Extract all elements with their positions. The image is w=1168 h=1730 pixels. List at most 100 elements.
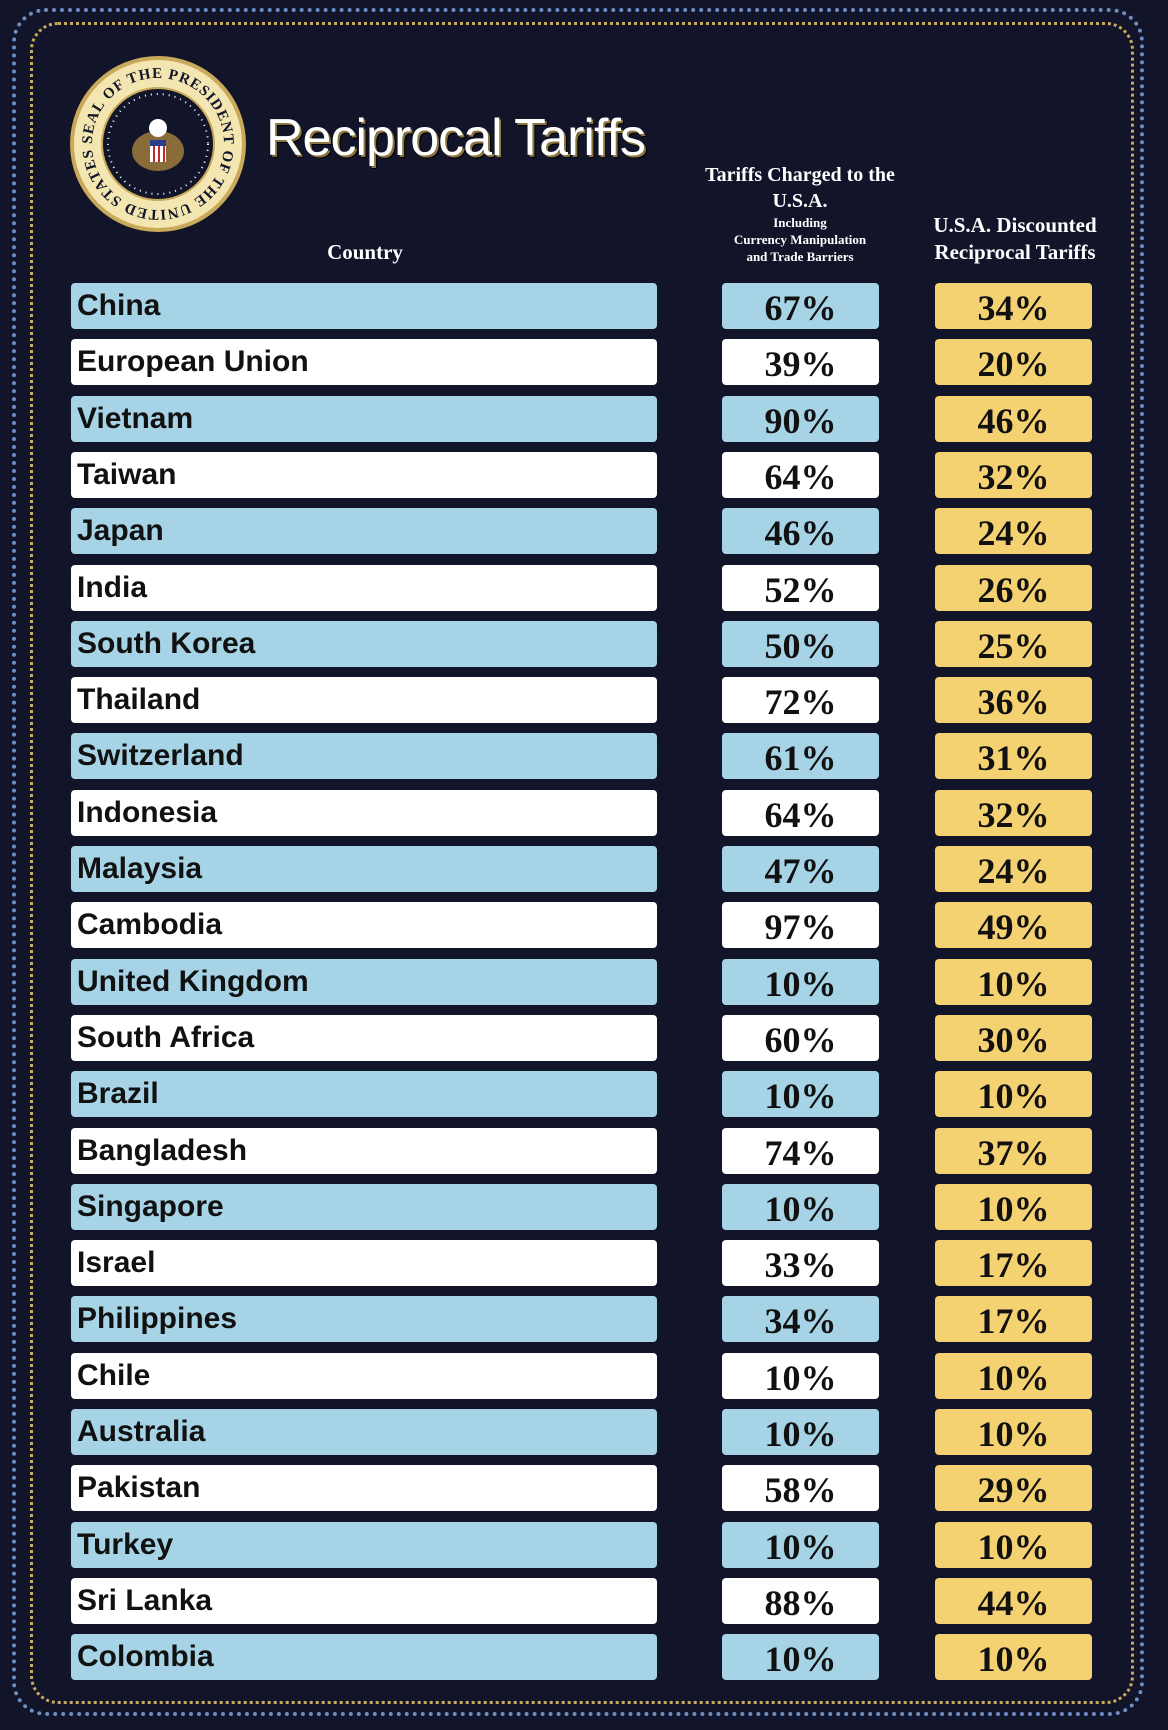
tariff-charged-cell: 90% [722,395,879,442]
tariff-charged-cell: 67% [722,283,879,329]
country-cell: Colombia [71,1634,657,1681]
presidential-seal-logo: SEAL OF THE PRESIDENT OF THE UNITED STAT… [70,56,246,232]
discounted-tariff-cell: 26% [935,564,1092,611]
discounted-tariff-cell: 46% [935,395,1092,442]
discounted-tariff-cell: 10% [935,1634,1092,1681]
tariff-charged-cell: 64% [722,451,879,498]
tariff-charged-cell: 46% [722,508,879,555]
charged-header-sub1: Including [773,215,827,230]
discounted-header-line2: Reciprocal Tariffs [934,240,1096,264]
tariff-charged-cell: 10% [722,1634,879,1681]
table-row: Bangladesh 74% 37% [0,1127,1168,1174]
tariff-charged-cell: 60% [722,1014,879,1061]
table-row: Singapore 10% 10% [0,1183,1168,1230]
tariff-charged-cell: 52% [722,564,879,611]
page-title: Reciprocal Tariffs [266,109,646,167]
column-header-country: Country [327,240,403,264]
discounted-tariff-cell: 37% [935,1127,1092,1174]
discounted-tariff-cell: 10% [935,958,1092,1005]
tariff-charged-cell: 58% [722,1465,879,1512]
tariff-charged-cell: 39% [722,339,879,386]
table-row: Thailand 72% 36% [0,677,1168,724]
country-cell: Bangladesh [71,1127,657,1174]
country-cell: Taiwan [71,451,657,498]
table-row: Indonesia 64% 32% [0,789,1168,836]
table-row: European Union 39% 20% [0,339,1168,386]
table-row: Switzerland 61% 31% [0,733,1168,780]
country-cell: South Korea [71,620,657,667]
table-row: Sri Lanka 88% 44% [0,1577,1168,1624]
tariff-charged-cell: 97% [722,902,879,949]
discounted-tariff-cell: 29% [935,1465,1092,1512]
country-cell: Australia [71,1409,657,1455]
discounted-tariff-cell: 31% [935,733,1092,780]
table-row: Australia 10% 10% [0,1409,1168,1455]
discounted-tariff-cell: 32% [935,789,1092,836]
table-row: China 67% 34% [0,283,1168,329]
country-cell: Turkey [71,1521,657,1568]
country-cell: Japan [71,508,657,555]
table-row: Cambodia 97% 49% [0,902,1168,949]
country-cell: Pakistan [71,1465,657,1512]
discounted-tariff-cell: 44% [935,1577,1092,1624]
table-row: Colombia 10% 10% [0,1634,1168,1681]
country-cell: Israel [71,1240,657,1287]
tariff-charged-cell: 10% [722,1521,879,1568]
table-row: India 52% 26% [0,564,1168,611]
discounted-tariff-cell: 10% [935,1183,1092,1230]
country-cell: Philippines [71,1296,657,1343]
tariff-charged-cell: 64% [722,789,879,836]
country-cell: Cambodia [71,902,657,949]
discounted-tariff-cell: 34% [935,283,1092,329]
country-cell: United Kingdom [71,958,657,1005]
discounted-tariff-cell: 10% [935,1071,1092,1118]
discounted-tariff-cell: 24% [935,508,1092,555]
discounted-tariff-cell: 17% [935,1240,1092,1287]
country-cell: Chile [71,1352,657,1399]
country-cell: China [71,283,657,329]
table-row: Taiwan 64% 32% [0,451,1168,498]
country-cell: Vietnam [71,395,657,442]
discounted-tariff-cell: 17% [935,1296,1092,1343]
country-cell: Singapore [71,1183,657,1230]
column-header-tariffs-charged: Tariffs Charged to the U.S.A. Including … [700,162,900,265]
table-row: Japan 46% 24% [0,508,1168,555]
discounted-tariff-cell: 24% [935,846,1092,892]
tariff-charged-cell: 88% [722,1577,879,1624]
table-row: South Africa 60% 30% [0,1014,1168,1061]
tariff-charged-cell: 10% [722,1352,879,1399]
country-cell: Brazil [71,1071,657,1118]
discounted-tariff-cell: 49% [935,902,1092,949]
charged-header-sub2: Currency Manipulation [733,232,867,247]
country-cell: Thailand [71,677,657,724]
tariff-charged-cell: 61% [722,733,879,780]
tariff-charged-cell: 47% [722,846,879,892]
table-row: United Kingdom 10% 10% [0,958,1168,1005]
discounted-tariff-cell: 30% [935,1014,1092,1061]
discounted-tariff-cell: 10% [935,1352,1092,1399]
charged-header-main: Tariffs Charged to the U.S.A. [705,164,895,212]
discounted-tariff-cell: 10% [935,1409,1092,1455]
country-cell: Sri Lanka [71,1577,657,1624]
discounted-tariff-cell: 36% [935,677,1092,724]
table-row: Malaysia 47% 24% [0,846,1168,892]
table-row: Pakistan 58% 29% [0,1465,1168,1512]
inner-dotted-border [30,22,1134,1704]
table-row: Philippines 34% 17% [0,1296,1168,1343]
country-cell: India [71,564,657,611]
tariff-charged-cell: 10% [722,1183,879,1230]
column-header-discounted: U.S.A. Discounted Reciprocal Tariffs [905,212,1125,266]
discounted-tariff-cell: 32% [935,451,1092,498]
discounted-tariff-cell: 20% [935,339,1092,386]
table-row: South Korea 50% 25% [0,620,1168,667]
tariff-charged-cell: 33% [722,1240,879,1287]
discounted-tariff-cell: 10% [935,1521,1092,1568]
country-cell: Indonesia [71,789,657,836]
country-cell: Switzerland [71,733,657,780]
table-row: Israel 33% 17% [0,1240,1168,1287]
outer-dotted-border [12,8,1144,1716]
tariff-charged-cell: 72% [722,677,879,724]
table-row: Chile 10% 10% [0,1352,1168,1399]
tariff-charged-cell: 10% [722,1071,879,1118]
charged-header-sub3: and Trade Barriers [746,249,854,264]
